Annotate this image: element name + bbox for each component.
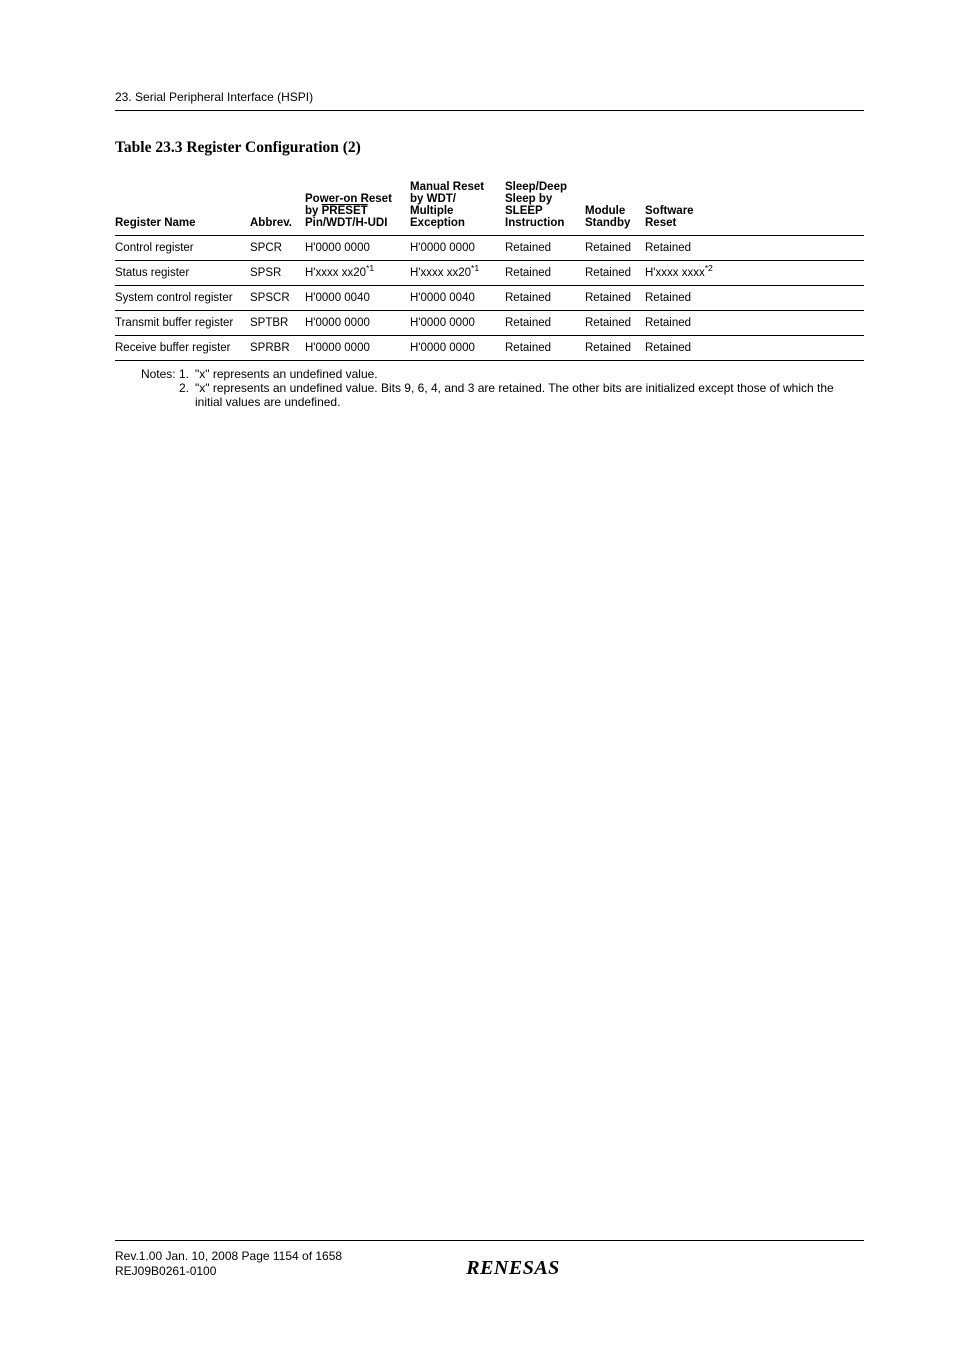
cell-mr-base: H'xxxx xx20 (410, 267, 471, 279)
cell-name: Transmit buffer register (115, 311, 250, 336)
cell-sleep: Retained (505, 336, 585, 361)
col4-line1: Manual Reset (410, 181, 484, 193)
cell-name: System control register (115, 286, 250, 311)
cell-mr: H'xxxx xx20*1 (410, 261, 505, 286)
col-power-on-reset: Power-on Reset by PRESET Pin/WDT/H-UDI (305, 175, 410, 236)
col3-line3: Pin/WDT/H-UDI (305, 217, 387, 229)
cell-abbrev: SPSR (250, 261, 305, 286)
cell-por: H'xxxx xx20*1 (305, 261, 410, 286)
cell-sw: Retained (645, 236, 864, 261)
col-abbrev: Abbrev. (250, 175, 305, 236)
col7-line1: Software (645, 205, 694, 217)
cell-standby: Retained (585, 336, 645, 361)
cell-sleep: Retained (505, 286, 585, 311)
cell-sleep: Retained (505, 236, 585, 261)
cell-abbrev: SPRBR (250, 336, 305, 361)
cell-por: H'0000 0000 (305, 336, 410, 361)
cell-standby: Retained (585, 311, 645, 336)
table-row: System control register SPSCR H'0000 004… (115, 286, 864, 311)
table-row: Status register SPSR H'xxxx xx20*1 H'xxx… (115, 261, 864, 286)
cell-mr-sup: *1 (471, 263, 479, 273)
notes-lead: Notes: (141, 367, 176, 381)
cell-mr: H'0000 0000 (410, 236, 505, 261)
cell-por: H'0000 0000 (305, 311, 410, 336)
col-manual-reset: Manual Reset by WDT/ Multiple Exception (410, 175, 505, 236)
cell-sw: Retained (645, 336, 864, 361)
notes-block: Notes: 1. "x" represents an undefined va… (115, 367, 864, 409)
col4-line4: Exception (410, 217, 465, 229)
col3-line2-prefix: by (305, 205, 322, 217)
cell-abbrev: SPCR (250, 236, 305, 261)
footer-doc: REJ09B0261-0100 (115, 1264, 216, 1278)
cell-sleep: Retained (505, 261, 585, 286)
cell-sw: Retained (645, 311, 864, 336)
col5-line2: Sleep by (505, 193, 552, 205)
renesas-logo: RENESAS (342, 1245, 684, 1280)
table-header-row: Register Name Abbrev. Power-on Reset by … (115, 175, 864, 236)
cell-por-base: H'xxxx xx20 (305, 267, 366, 279)
cell-name: Status register (115, 261, 250, 286)
table-row: Transmit buffer register SPTBR H'0000 00… (115, 311, 864, 336)
cell-abbrev: SPTBR (250, 311, 305, 336)
cell-mr: H'0000 0000 (410, 336, 505, 361)
col4-line3: Multiple (410, 205, 453, 217)
header-rule (115, 110, 864, 111)
note-1-num: 1. (179, 367, 189, 381)
cell-sw-sup: *2 (705, 263, 713, 273)
table-row: Control register SPCR H'0000 0000 H'0000… (115, 236, 864, 261)
cell-sw: Retained (645, 286, 864, 311)
col5-line4: Instruction (505, 217, 564, 229)
note-1-text: "x" represents an undefined value. (195, 367, 864, 381)
col5-line1: Sleep/Deep (505, 181, 567, 193)
footer-rev: Rev.1.00 Jan. 10, 2008 Page 1154 of 1658 (115, 1249, 342, 1263)
col-sleep: Sleep/Deep Sleep by SLEEP Instruction (505, 175, 585, 236)
cell-por: H'0000 0040 (305, 286, 410, 311)
cell-abbrev: SPSCR (250, 286, 305, 311)
cell-sw-base: H'xxxx xxxx (645, 267, 705, 279)
col4-line2: by WDT/ (410, 193, 456, 205)
table-title: Table 23.3 Register Configuration (2) (115, 139, 864, 157)
cell-por: H'0000 0000 (305, 236, 410, 261)
note-2-text: "x" represents an undefined value. Bits … (195, 381, 864, 409)
cell-sw: H'xxxx xxxx*2 (645, 261, 864, 286)
table-row: Receive buffer register SPRBR H'0000 000… (115, 336, 864, 361)
col-module-standby: Module Standby (585, 175, 645, 236)
cell-sleep: Retained (505, 311, 585, 336)
col3-line1: Power-on Reset (305, 193, 392, 205)
cell-mr: H'0000 0000 (410, 311, 505, 336)
page-footer: Rev.1.00 Jan. 10, 2008 Page 1154 of 1658… (115, 1240, 864, 1280)
chapter-heading: 23. Serial Peripheral Interface (HSPI) (115, 90, 864, 104)
col6-line2: Standby (585, 217, 630, 229)
cell-name: Receive buffer register (115, 336, 250, 361)
col5-line3: SLEEP (505, 205, 543, 217)
cell-name: Control register (115, 236, 250, 261)
note-2-num: 2. (115, 381, 195, 409)
cell-standby: Retained (585, 286, 645, 311)
cell-por-sup: *1 (366, 263, 374, 273)
cell-standby: Retained (585, 236, 645, 261)
register-table: Register Name Abbrev. Power-on Reset by … (115, 175, 864, 361)
col3-line2-preset: PRESET (322, 205, 368, 217)
col-software-reset: Software Reset (645, 175, 864, 236)
footer-rule (115, 1240, 864, 1241)
col-register-name: Register Name (115, 175, 250, 236)
cell-standby: Retained (585, 261, 645, 286)
col6-line1: Module (585, 205, 625, 217)
col7-line2: Reset (645, 217, 676, 229)
cell-mr: H'0000 0040 (410, 286, 505, 311)
